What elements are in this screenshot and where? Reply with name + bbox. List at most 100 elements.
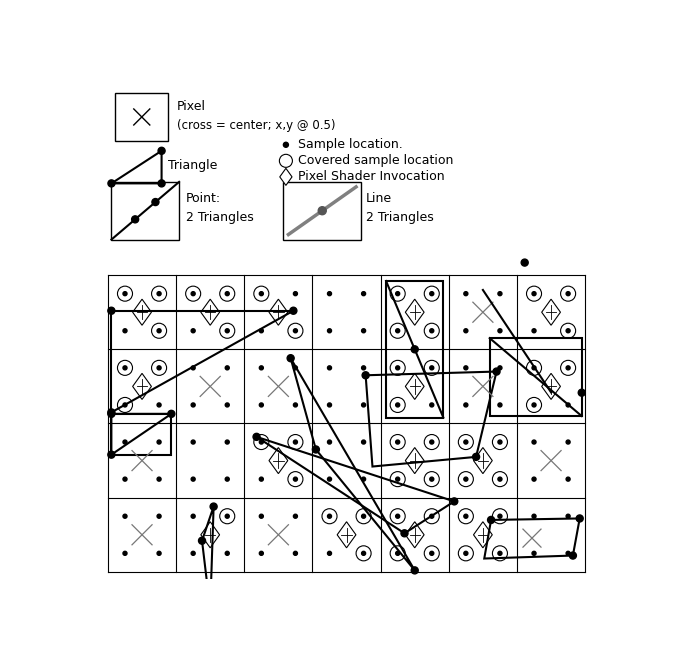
Circle shape xyxy=(396,292,399,296)
Circle shape xyxy=(464,440,468,444)
Circle shape xyxy=(569,552,576,559)
Circle shape xyxy=(157,366,161,370)
Circle shape xyxy=(327,403,332,407)
Circle shape xyxy=(362,329,366,333)
Circle shape xyxy=(108,307,115,314)
Circle shape xyxy=(566,292,570,296)
Circle shape xyxy=(327,514,332,518)
Circle shape xyxy=(396,551,399,555)
Circle shape xyxy=(260,329,263,333)
Polygon shape xyxy=(337,521,356,547)
Circle shape xyxy=(429,403,434,407)
Polygon shape xyxy=(269,299,288,326)
Circle shape xyxy=(498,514,502,518)
Circle shape xyxy=(488,516,495,523)
Circle shape xyxy=(473,453,480,460)
Circle shape xyxy=(260,292,263,296)
Bar xyxy=(284,182,361,240)
Circle shape xyxy=(293,329,297,333)
Circle shape xyxy=(401,530,408,537)
Text: Sample location.: Sample location. xyxy=(299,138,403,151)
Circle shape xyxy=(123,403,127,407)
Polygon shape xyxy=(473,521,493,547)
Circle shape xyxy=(123,366,127,370)
Circle shape xyxy=(464,366,468,370)
Polygon shape xyxy=(406,521,424,547)
Polygon shape xyxy=(473,447,493,474)
Circle shape xyxy=(312,446,319,453)
Circle shape xyxy=(191,477,195,481)
Circle shape xyxy=(362,292,366,296)
Circle shape xyxy=(123,292,127,296)
Circle shape xyxy=(498,477,502,481)
Circle shape xyxy=(566,514,570,518)
Polygon shape xyxy=(406,447,424,474)
Circle shape xyxy=(532,403,536,407)
Circle shape xyxy=(532,292,536,296)
Circle shape xyxy=(327,551,332,555)
Circle shape xyxy=(327,292,332,296)
Circle shape xyxy=(225,477,229,481)
Circle shape xyxy=(411,567,419,574)
Circle shape xyxy=(260,514,263,518)
Circle shape xyxy=(157,477,161,481)
Circle shape xyxy=(362,372,369,379)
Polygon shape xyxy=(406,374,424,400)
Circle shape xyxy=(498,292,502,296)
Circle shape xyxy=(290,307,297,314)
Circle shape xyxy=(287,355,294,362)
Circle shape xyxy=(566,477,570,481)
Circle shape xyxy=(429,292,434,296)
Circle shape xyxy=(327,366,332,370)
Circle shape xyxy=(210,503,217,510)
Polygon shape xyxy=(133,374,151,400)
Circle shape xyxy=(396,329,399,333)
Text: Line: Line xyxy=(366,191,393,204)
Circle shape xyxy=(225,403,229,407)
Circle shape xyxy=(168,410,175,417)
Circle shape xyxy=(157,329,161,333)
Text: Covered sample location: Covered sample location xyxy=(299,154,453,167)
Circle shape xyxy=(578,389,585,396)
Polygon shape xyxy=(279,169,292,186)
Circle shape xyxy=(576,515,583,522)
Circle shape xyxy=(566,329,570,333)
Bar xyxy=(386,281,443,417)
Circle shape xyxy=(225,440,229,444)
Polygon shape xyxy=(133,299,151,326)
Circle shape xyxy=(532,551,536,555)
Text: (cross = center; x,y @ 0.5): (cross = center; x,y @ 0.5) xyxy=(177,119,336,132)
Circle shape xyxy=(396,403,399,407)
Circle shape xyxy=(191,551,195,555)
Circle shape xyxy=(327,329,332,333)
Circle shape xyxy=(566,403,570,407)
Circle shape xyxy=(123,440,127,444)
Circle shape xyxy=(521,259,528,266)
Circle shape xyxy=(429,440,434,444)
Circle shape xyxy=(293,440,297,444)
Circle shape xyxy=(498,551,502,555)
Circle shape xyxy=(362,477,366,481)
Circle shape xyxy=(532,329,536,333)
Circle shape xyxy=(566,551,570,555)
Circle shape xyxy=(532,366,536,370)
Circle shape xyxy=(498,329,502,333)
Circle shape xyxy=(396,366,399,370)
Circle shape xyxy=(362,514,366,518)
Polygon shape xyxy=(406,299,424,326)
Circle shape xyxy=(327,440,332,444)
Circle shape xyxy=(157,440,161,444)
Circle shape xyxy=(429,366,434,370)
Circle shape xyxy=(464,329,468,333)
Circle shape xyxy=(207,606,214,613)
Polygon shape xyxy=(269,447,288,474)
Text: Point:: Point: xyxy=(186,191,221,204)
Circle shape xyxy=(225,292,229,296)
Text: Triangle: Triangle xyxy=(168,159,217,173)
Circle shape xyxy=(464,551,468,555)
Text: 2 Triangles: 2 Triangles xyxy=(186,211,253,224)
Circle shape xyxy=(225,366,229,370)
Circle shape xyxy=(566,366,570,370)
Circle shape xyxy=(191,366,195,370)
Circle shape xyxy=(158,147,165,154)
